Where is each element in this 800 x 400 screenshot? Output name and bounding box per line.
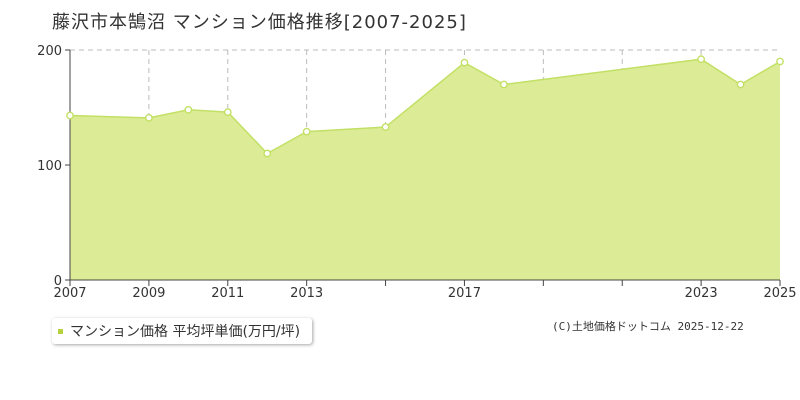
data-point bbox=[736, 80, 745, 89]
data-point bbox=[381, 123, 390, 131]
tick-labels: 0 100 200 2007 2009 2011 2013 2017 2023 2025 bbox=[37, 44, 796, 301]
data-point bbox=[302, 127, 311, 136]
data-points bbox=[66, 55, 784, 158]
y-tick-label: 100 bbox=[37, 159, 62, 174]
y-tick-label: 200 bbox=[37, 44, 62, 59]
y-tick-label: 0 bbox=[54, 274, 62, 289]
data-point bbox=[184, 105, 193, 114]
data-point bbox=[499, 80, 508, 89]
chart-title: 藤沢市本鵠沼 マンション価格推移[2007-2025] bbox=[52, 12, 467, 33]
price-chart: 0 100 200 2007 2009 2011 2013 2017 2023 2025 bbox=[37, 44, 796, 301]
axes bbox=[65, 49, 781, 286]
area-layer bbox=[69, 58, 781, 281]
x-tick-label: 2025 bbox=[763, 286, 796, 301]
data-point bbox=[460, 58, 469, 67]
data-point bbox=[697, 55, 706, 64]
x-tick-label: 2007 bbox=[53, 286, 86, 301]
legend-label: マンション価格 平均坪単価(万円/坪) bbox=[70, 324, 301, 340]
data-point bbox=[223, 108, 232, 117]
copyright-notice: (C)土地価格ドットコム 2025-12-22 bbox=[552, 320, 744, 333]
legend: マンション価格 平均坪単価(万円/坪) bbox=[52, 318, 313, 344]
data-point bbox=[66, 111, 74, 120]
x-tick-label: 2023 bbox=[685, 286, 718, 301]
x-tick-label: 2011 bbox=[211, 286, 244, 301]
data-point bbox=[776, 57, 784, 66]
series-area bbox=[70, 59, 780, 281]
x-tick-label: 2017 bbox=[448, 286, 481, 301]
data-point bbox=[263, 149, 272, 158]
data-point bbox=[144, 113, 153, 122]
legend-swatch bbox=[58, 328, 63, 334]
x-tick-label: 2013 bbox=[290, 286, 323, 301]
series-line bbox=[69, 58, 781, 155]
x-tick-label: 2009 bbox=[132, 286, 165, 301]
